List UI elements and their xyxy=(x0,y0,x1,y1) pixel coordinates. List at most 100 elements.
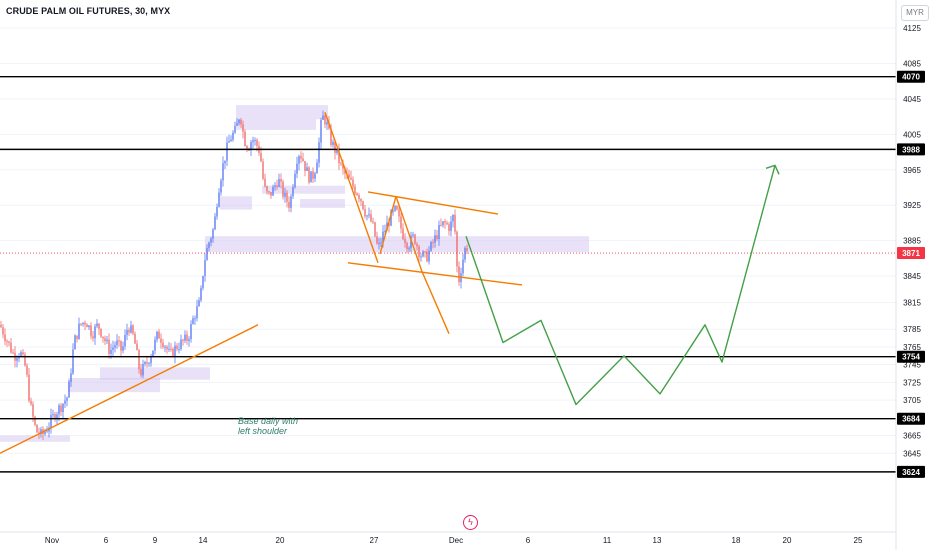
level-price-label: 3684 xyxy=(902,415,920,424)
price-axis[interactable]: 3645 3665 3705 3725 3745 3765 3785 3815 3845 3885… xyxy=(895,0,925,550)
candle-up xyxy=(46,431,48,433)
candle-down xyxy=(264,178,266,187)
candle-up xyxy=(238,119,240,124)
candle-up xyxy=(198,300,200,307)
candle-up xyxy=(196,306,198,319)
candle-down xyxy=(282,181,284,197)
candle-down xyxy=(418,246,420,258)
candle-up xyxy=(318,142,320,163)
trend-line xyxy=(324,111,379,264)
candle-down xyxy=(286,192,288,202)
candle-up xyxy=(72,349,74,374)
candle-up xyxy=(284,192,286,197)
candle-up xyxy=(50,415,52,428)
candle-up xyxy=(58,405,60,415)
candle-down xyxy=(362,201,364,210)
candle-down xyxy=(0,324,2,328)
candle-up xyxy=(408,248,410,250)
candle-down xyxy=(424,251,426,253)
time-axis[interactable]: Nov 6 9 14 20 27 Dec 6 11 13 18 20 25 xyxy=(0,531,896,545)
candle-down xyxy=(268,191,270,193)
candle-down xyxy=(376,236,378,244)
candle-up xyxy=(274,185,276,187)
candle-down xyxy=(186,334,188,341)
level-price-label: 4070 xyxy=(902,73,920,82)
projection-arrowhead xyxy=(765,164,780,175)
candle-down xyxy=(352,179,354,187)
candle-up xyxy=(150,356,152,364)
candle-down xyxy=(300,156,302,159)
candle-down xyxy=(246,146,248,150)
candle-down xyxy=(288,201,290,208)
candle-up xyxy=(394,205,396,211)
candle-down xyxy=(350,177,352,180)
candle-up xyxy=(320,119,322,143)
candle-down xyxy=(374,222,376,237)
candle-up xyxy=(368,214,370,216)
candle-down xyxy=(244,131,246,147)
candle-down xyxy=(402,228,404,240)
candle-down xyxy=(160,338,162,343)
candle-up xyxy=(430,242,432,251)
candle-down xyxy=(276,185,278,187)
candle-up xyxy=(144,362,146,365)
level-price-label: 3624 xyxy=(902,468,920,477)
supply-demand-zone xyxy=(220,196,252,210)
candle-up xyxy=(96,323,98,327)
candle-down xyxy=(104,338,106,342)
candle-up xyxy=(212,229,214,239)
candle-up xyxy=(194,318,196,320)
candle-up xyxy=(20,352,22,356)
candle-down xyxy=(456,231,458,267)
time-tick-label: 20 xyxy=(783,536,792,545)
candle-down xyxy=(98,323,100,329)
candle-down xyxy=(414,234,416,244)
candle-down xyxy=(334,141,336,153)
candle-down xyxy=(158,331,160,339)
candle-up xyxy=(156,331,158,340)
level-layer xyxy=(0,76,896,473)
candle-up xyxy=(148,363,150,365)
candle-up xyxy=(106,339,108,342)
candle-up xyxy=(290,196,292,208)
candle-up xyxy=(204,260,206,276)
candle-down xyxy=(60,405,62,412)
currency-button[interactable]: MYR xyxy=(901,5,929,21)
candle-up xyxy=(74,335,76,350)
candle-down xyxy=(118,340,120,342)
candle-down xyxy=(240,119,242,125)
candle-up xyxy=(234,125,236,133)
candle-down xyxy=(4,334,6,342)
candle-down xyxy=(360,198,362,202)
candle-up xyxy=(78,323,80,339)
price-tick-label: 3665 xyxy=(903,432,921,441)
price-tick-label: 3845 xyxy=(903,272,921,281)
candle-down xyxy=(416,243,418,247)
time-tick-label: 6 xyxy=(526,536,531,545)
candle-down xyxy=(406,242,408,250)
candle-down xyxy=(342,163,344,169)
candle-up xyxy=(326,122,328,125)
trend-line xyxy=(347,262,523,286)
candle-down xyxy=(348,174,350,178)
price-tick-label: 3785 xyxy=(903,325,921,334)
candle-up xyxy=(116,340,118,346)
candle-up xyxy=(392,210,394,212)
candle-up xyxy=(390,211,392,226)
time-tick-label: Dec xyxy=(449,536,463,545)
candle-down xyxy=(436,235,438,239)
candle-up xyxy=(178,348,180,350)
candle-up xyxy=(124,334,126,347)
candle-down xyxy=(176,345,178,349)
candle-up xyxy=(314,173,316,179)
supply-demand-zone xyxy=(236,105,328,120)
candle-down xyxy=(182,339,184,341)
candle-up xyxy=(422,251,424,257)
candle-up xyxy=(252,140,254,143)
candle-down xyxy=(280,179,282,182)
candle-up xyxy=(66,397,68,401)
candle-down xyxy=(32,404,34,417)
flash-icon[interactable]: ϟ xyxy=(463,515,478,530)
candle-down xyxy=(22,352,24,355)
